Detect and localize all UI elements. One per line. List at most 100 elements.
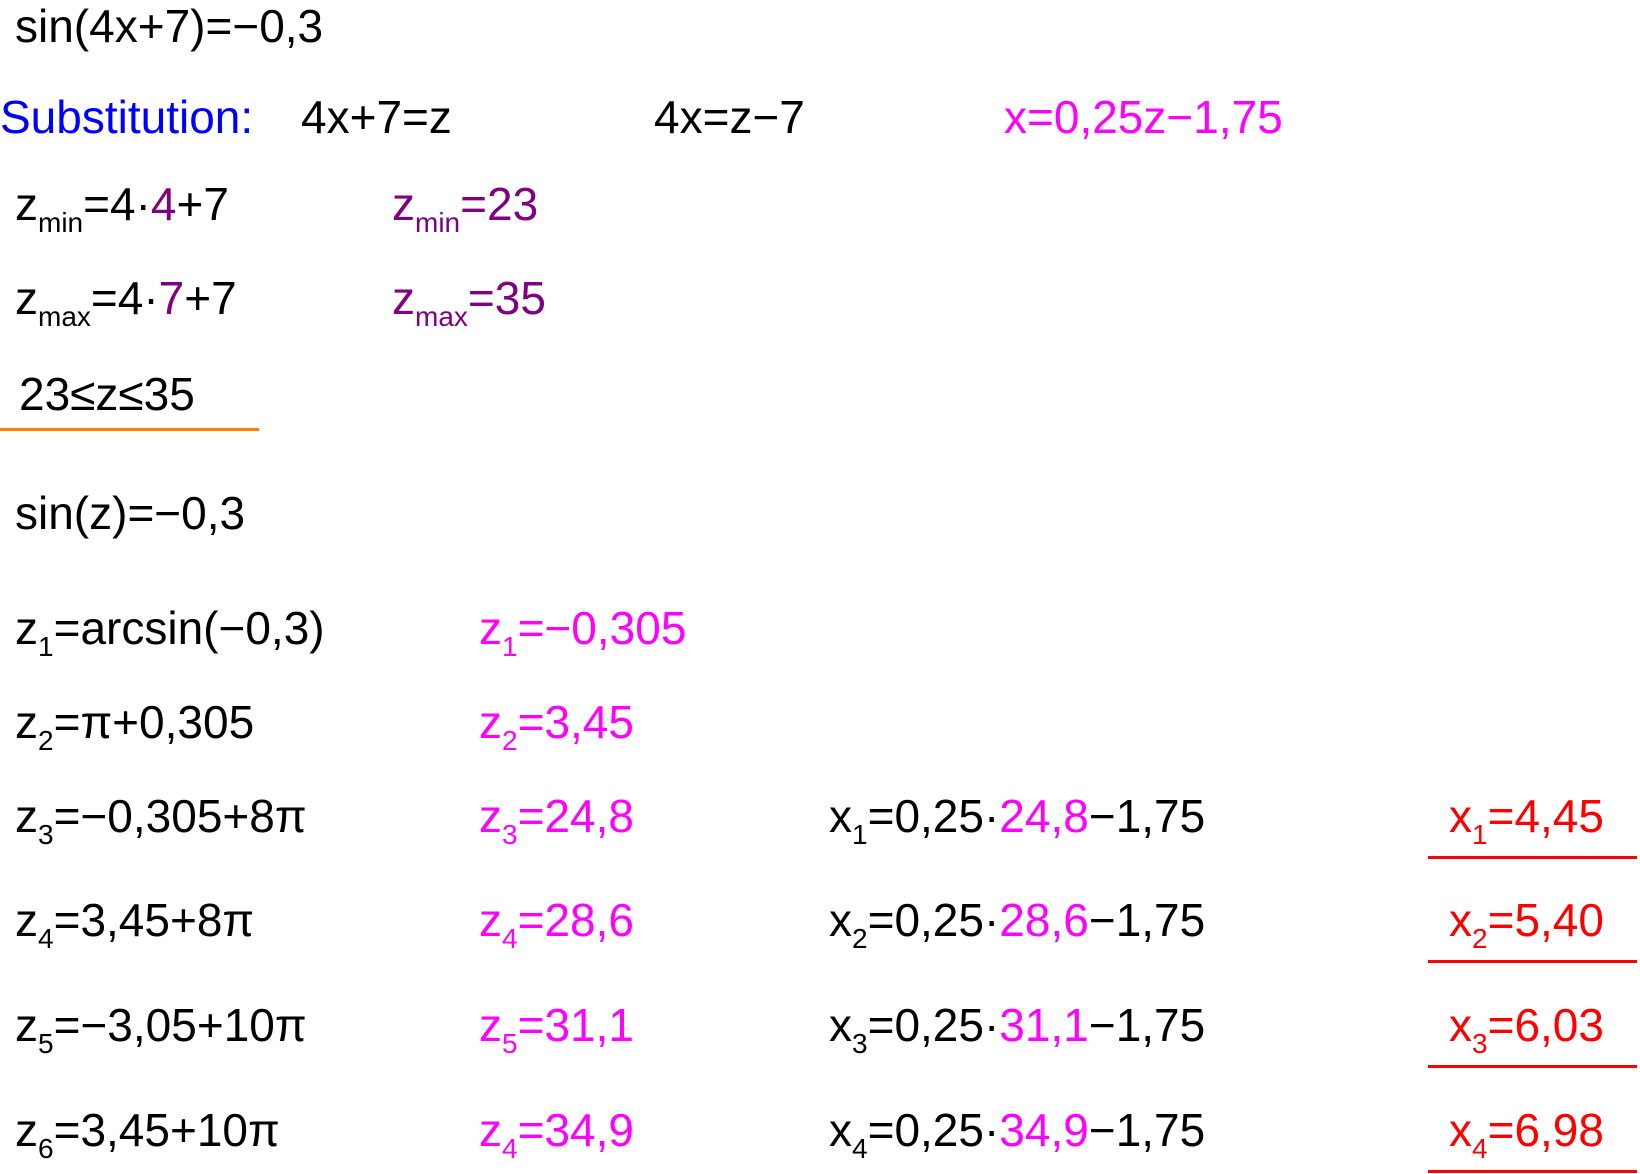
z-result: z4=28,6 xyxy=(479,890,634,953)
subscript: 3 xyxy=(1472,1028,1488,1059)
text: z xyxy=(479,790,502,842)
text: x xyxy=(829,1104,852,1156)
subscript: 3 xyxy=(502,819,518,850)
zmin-result: zmin=23 xyxy=(392,174,539,237)
zmax-formula: zmax=4·7+7 xyxy=(15,268,237,331)
subscript: 4 xyxy=(38,923,54,954)
z-result: z1=−0,305 xyxy=(479,598,687,661)
text: =23 xyxy=(460,178,539,230)
x-formula: x4=0,25·34,9−1,75 xyxy=(829,1100,1206,1163)
substitution-eq: 4x=z−7 xyxy=(654,87,805,147)
text: x xyxy=(829,790,852,842)
z-result: z3=24,8 xyxy=(479,786,634,849)
text: sin(z)=−0,3 xyxy=(15,487,246,539)
text: z xyxy=(15,1104,38,1156)
text: =3,45 xyxy=(517,696,634,748)
text: =arcsin(−0,3) xyxy=(53,602,325,654)
x-formula: x3=0,25·31,1−1,75 xyxy=(829,995,1205,1058)
text: x xyxy=(1449,1104,1472,1156)
subscript: 2 xyxy=(502,725,518,756)
text: −1,75 xyxy=(1088,790,1206,842)
subscript: 6 xyxy=(38,1133,54,1164)
text: z xyxy=(479,602,502,654)
subscript: 2 xyxy=(38,725,54,756)
text: 7 xyxy=(158,272,185,324)
text: x=0,25z−1,75 xyxy=(1004,91,1283,143)
text: z xyxy=(392,178,415,230)
text: x xyxy=(1449,790,1472,842)
zmin-formula: zmin=4·4+7 xyxy=(15,174,229,237)
subscript: 2 xyxy=(852,923,868,954)
x-result: x4=6,98 xyxy=(1449,1100,1604,1163)
result-underline xyxy=(1428,1065,1637,1068)
text: =0,25· xyxy=(867,1104,1000,1156)
subscript: min xyxy=(415,207,461,238)
subscript: 5 xyxy=(502,1028,518,1059)
x-result: x3=6,03 xyxy=(1449,995,1604,1058)
text: z xyxy=(15,602,38,654)
text: z xyxy=(479,1104,502,1156)
text: x xyxy=(829,894,852,946)
text: =0,25· xyxy=(867,790,1000,842)
text: =−0,305+8π xyxy=(53,790,307,842)
text: =31,1 xyxy=(517,999,634,1051)
text: z xyxy=(15,696,38,748)
text: Substitution: xyxy=(0,91,254,143)
z-formula: z1=arcsin(−0,3) xyxy=(15,598,325,661)
text: z xyxy=(15,999,38,1051)
text: +7 xyxy=(176,178,229,230)
text: −1,75 xyxy=(1088,1104,1206,1156)
subscript: 1 xyxy=(502,631,518,662)
range: 23≤z≤35 xyxy=(19,364,195,424)
subscript: 4 xyxy=(502,1133,518,1164)
text: 4x+7=z xyxy=(301,91,452,143)
z-result: z5=31,1 xyxy=(479,995,634,1058)
text: =−0,305 xyxy=(517,602,687,654)
text: z xyxy=(479,894,502,946)
subscript: 1 xyxy=(38,631,54,662)
result-underline xyxy=(1428,960,1637,963)
subscript: min xyxy=(38,207,84,238)
z-result: z2=3,45 xyxy=(479,692,634,755)
text: z xyxy=(15,894,38,946)
text: x xyxy=(1449,894,1472,946)
text: 4x=z−7 xyxy=(654,91,805,143)
subscript: 2 xyxy=(1472,923,1488,954)
x-formula: x2=0,25·28,6−1,75 xyxy=(829,890,1206,953)
x-result: x2=5,40 xyxy=(1449,890,1604,953)
text: =0,25· xyxy=(867,894,1000,946)
text: z xyxy=(15,272,38,324)
text: 31,1 xyxy=(999,999,1089,1051)
subscript: 3 xyxy=(852,1028,868,1059)
subscript: 4 xyxy=(852,1133,868,1164)
z-formula: z5=−3,05+10π xyxy=(15,995,307,1058)
z-formula: z6=3,45+10π xyxy=(15,1100,280,1163)
subscript: 5 xyxy=(38,1028,54,1059)
substitution-eq: 4x+7=z xyxy=(301,87,452,147)
text: sin(4x+7)=−0,3 xyxy=(15,0,324,52)
text: z xyxy=(15,790,38,842)
text: =π+0,305 xyxy=(53,696,255,748)
text: =28,6 xyxy=(517,894,634,946)
text: =4· xyxy=(83,178,151,230)
subscript: max xyxy=(415,301,468,332)
subscript: 1 xyxy=(852,819,868,850)
text: =5,40 xyxy=(1487,894,1604,946)
text: +7 xyxy=(184,272,237,324)
subscript: 4 xyxy=(1472,1133,1488,1164)
z-formula: z2=π+0,305 xyxy=(15,692,255,755)
text: =34,9 xyxy=(517,1104,634,1156)
text: =−3,05+10π xyxy=(53,999,307,1051)
result-underline xyxy=(1428,1170,1637,1173)
text: =35 xyxy=(467,272,546,324)
subscript: 1 xyxy=(1472,819,1488,850)
text: =24,8 xyxy=(517,790,634,842)
subscript: 3 xyxy=(38,819,54,850)
text: =0,25· xyxy=(867,999,1000,1051)
z-formula: z3=−0,305+8π xyxy=(15,786,307,849)
text: =4,45 xyxy=(1487,790,1604,842)
subscript: max xyxy=(38,301,91,332)
text: 24,8 xyxy=(999,790,1089,842)
text: −1,75 xyxy=(1088,894,1206,946)
